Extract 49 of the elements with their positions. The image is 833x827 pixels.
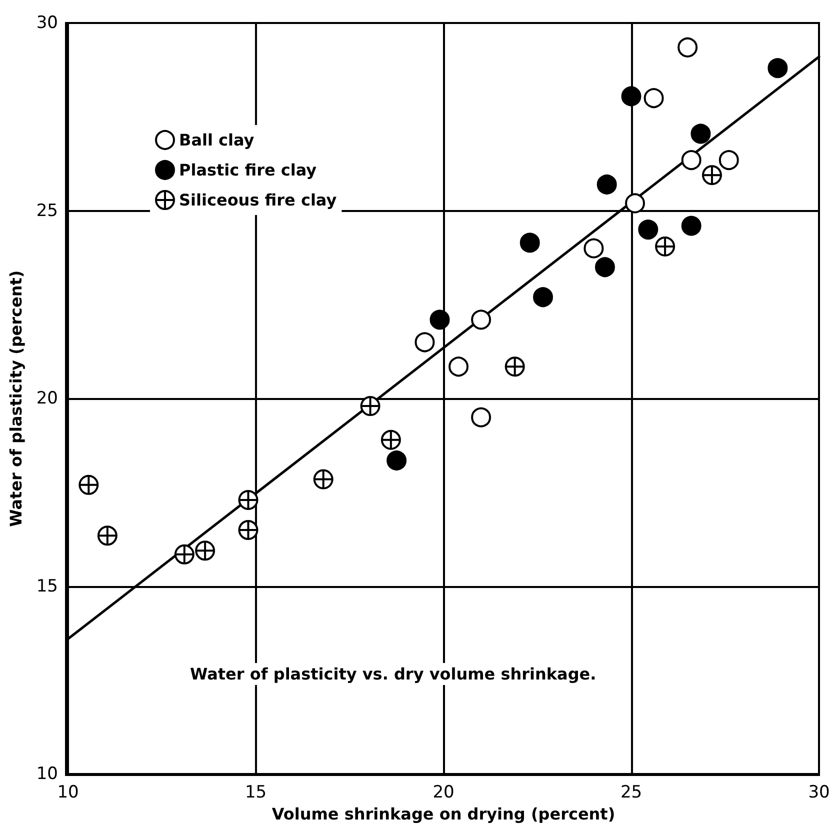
point <box>533 287 554 308</box>
y-tick-label: 10 <box>36 764 58 784</box>
point <box>380 430 401 450</box>
annotation: Water of plasticity vs. dry volume shrinkage. <box>190 664 596 684</box>
x-tick-label: 15 <box>244 782 267 803</box>
legend-label: Plastic fire clay <box>179 160 318 180</box>
y-tick-label: 25 <box>36 200 58 221</box>
x-tick-label: 20 <box>432 782 454 803</box>
y-tick-label: 30 <box>36 13 58 33</box>
point <box>655 236 676 256</box>
point <box>471 407 492 428</box>
point <box>386 450 407 471</box>
point <box>238 490 258 510</box>
point <box>690 124 711 144</box>
point <box>360 396 380 416</box>
point <box>625 193 646 214</box>
x-tick-label: 30 <box>808 782 830 803</box>
point <box>594 257 615 278</box>
point <box>504 356 525 377</box>
point <box>448 356 469 377</box>
x-tick-label: 25 <box>620 782 642 803</box>
y-tick-label: 20 <box>36 388 58 409</box>
point <box>681 150 702 170</box>
y-tick-label: 15 <box>36 576 58 596</box>
point <box>621 86 642 106</box>
point <box>78 474 99 495</box>
x-tick-label: 10 <box>57 782 79 803</box>
legend-label: Siliceous fire clay <box>179 190 338 210</box>
point <box>718 150 739 170</box>
point <box>174 544 194 564</box>
point <box>681 216 702 236</box>
point <box>520 232 540 253</box>
point <box>644 88 664 108</box>
point <box>195 540 216 561</box>
point <box>430 310 450 330</box>
point <box>414 332 435 352</box>
point <box>638 220 658 240</box>
point <box>584 238 604 258</box>
point <box>596 174 617 194</box>
legend-label: Ball clay <box>179 130 255 150</box>
point <box>313 469 334 490</box>
point <box>678 37 698 58</box>
point <box>471 310 492 330</box>
point <box>702 165 722 186</box>
point <box>97 526 118 546</box>
point <box>768 58 788 78</box>
y-axis-title: Water of plasticity (percent) <box>6 270 26 527</box>
x-axis-title: Volume shrinkage on drying (percent) <box>272 804 616 824</box>
point <box>238 520 258 540</box>
